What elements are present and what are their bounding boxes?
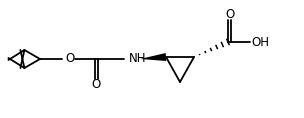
Text: O: O	[225, 8, 234, 21]
Text: NH: NH	[129, 51, 147, 65]
Polygon shape	[140, 53, 166, 61]
Text: O: O	[92, 78, 101, 91]
Text: OH: OH	[251, 36, 269, 48]
Text: O: O	[65, 53, 74, 65]
